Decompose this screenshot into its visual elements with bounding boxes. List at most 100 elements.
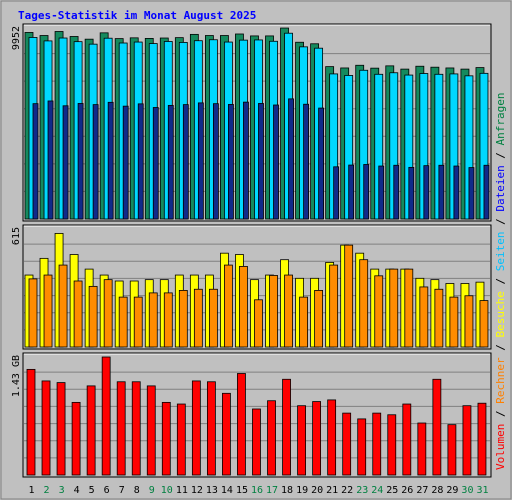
- bar-volumen-day-30: [462, 405, 472, 476]
- x-tick-label-day-9: 9: [149, 485, 155, 496]
- bar-dateien-day-27: [423, 165, 430, 220]
- legend-separator: /: [494, 404, 507, 424]
- x-tick-label-day-25: 25: [386, 485, 398, 496]
- x-tick-label-day-26: 26: [401, 485, 413, 496]
- legend-separator: /: [494, 212, 507, 232]
- bar-rechner-day-27: [419, 286, 429, 348]
- bar-volumen-day-4: [71, 401, 81, 476]
- bar-volumen-day-18: [282, 378, 291, 476]
- bar-rechner-day-12: [193, 288, 203, 348]
- bar-dateien-day-15: [243, 101, 249, 220]
- bar-volumen-day-19: [297, 405, 306, 476]
- bar-rechner-day-6: [103, 279, 113, 348]
- x-tick-label-day-22: 22: [341, 485, 353, 496]
- x-tick-label-day-17: 17: [266, 485, 278, 496]
- chart-legend: Volumen / Rechner / Besuche / Seiten / D…: [494, 92, 507, 470]
- requests-pages-files-panel: 9952: [11, 23, 492, 222]
- legend-item-dateien: Dateien: [494, 165, 507, 211]
- bar-volumen-day-14: [222, 392, 231, 476]
- bar-rechner-day-18: [284, 274, 293, 348]
- bar-rechner-day-15: [239, 266, 248, 348]
- bar-rechner-day-13: [208, 288, 218, 348]
- bar-dateien-day-3: [62, 105, 69, 220]
- legend-separator: /: [494, 338, 507, 358]
- bar-rechner-day-7: [118, 296, 128, 348]
- x-tick-label-day-4: 4: [74, 485, 80, 496]
- bar-rechner-day-17: [269, 275, 278, 348]
- x-tick-label-day-20: 20: [311, 485, 323, 496]
- bar-rechner-day-11: [178, 289, 188, 348]
- bar-dateien-day-17: [273, 104, 279, 220]
- bar-volumen-day-5: [86, 385, 96, 476]
- x-tick-label-day-16: 16: [251, 485, 263, 496]
- bar-rechner-day-8: [133, 296, 143, 348]
- bar-volumen-day-6: [101, 356, 111, 476]
- bar-rechner-day-28: [434, 288, 444, 348]
- bar-dateien-day-4: [77, 103, 84, 220]
- bar-volumen-day-17: [267, 400, 276, 476]
- x-tick-label-day-2: 2: [44, 485, 50, 496]
- bar-dateien-day-20: [318, 107, 325, 220]
- bar-volumen-day-9: [146, 385, 156, 476]
- bar-dateien-day-31: [483, 164, 490, 220]
- bar-volumen-day-21: [327, 399, 337, 476]
- y-axis-max-label: 9952: [11, 26, 22, 50]
- bar-volumen-day-22: [342, 412, 352, 476]
- x-tick-label-day-29: 29: [446, 485, 458, 496]
- bar-dateien-day-1: [32, 103, 39, 220]
- x-tick-label-day-24: 24: [371, 485, 383, 496]
- bar-dateien-day-28: [438, 164, 445, 220]
- bar-rechner-day-21: [329, 264, 339, 348]
- bar-volumen-day-2: [41, 380, 51, 476]
- legend-item-seiten: Seiten: [494, 232, 507, 272]
- bar-volumen-day-27: [417, 422, 427, 476]
- bar-rechner-day-14: [224, 264, 233, 348]
- x-tick-label-day-13: 13: [206, 485, 218, 496]
- bar-volumen-day-12: [191, 380, 201, 476]
- bar-dateien-day-10: [167, 104, 174, 220]
- bar-rechner-day-9: [148, 292, 158, 348]
- x-tick-label-day-5: 5: [89, 485, 95, 496]
- x-tick-label-day-1: 1: [29, 485, 35, 496]
- legend-item-anfragen: Anfragen: [494, 92, 507, 145]
- bar-rechner-day-30: [464, 295, 474, 348]
- y-axis-max-label: 1.43 GB: [11, 355, 22, 397]
- bar-rechner-day-19: [299, 296, 308, 348]
- bar-rechner-day-23: [359, 259, 369, 348]
- legend-item-volumen: Volumen: [494, 424, 507, 470]
- bar-rechner-day-10: [163, 292, 173, 348]
- bar-volumen-day-20: [312, 401, 322, 476]
- x-tick-label-day-10: 10: [161, 485, 173, 496]
- bar-rechner-day-29: [449, 296, 459, 348]
- x-tick-label-day-23: 23: [356, 485, 368, 496]
- bar-volumen-day-1: [26, 368, 36, 476]
- legend-item-rechner: Rechner: [494, 357, 507, 404]
- x-tick-label-day-31: 31: [476, 485, 488, 496]
- x-tick-label-day-28: 28: [431, 485, 443, 496]
- bar-dateien-day-5: [92, 104, 99, 220]
- x-tick-label-day-11: 11: [176, 485, 188, 496]
- bar-rechner-day-24: [374, 275, 384, 348]
- x-tick-label-day-12: 12: [191, 485, 203, 496]
- x-tick-label-day-6: 6: [104, 485, 110, 496]
- bar-dateien-day-7: [122, 105, 129, 220]
- bar-dateien-day-22: [348, 164, 355, 220]
- legend-separator: /: [494, 145, 507, 165]
- bar-volumen-day-7: [116, 381, 126, 476]
- bar-volumen-day-11: [176, 403, 186, 476]
- bar-dateien-day-14: [228, 104, 234, 220]
- bar-dateien-day-18: [288, 98, 294, 220]
- bar-volumen-day-26: [402, 403, 412, 476]
- legend-text: Volumen / Rechner / Besuche / Seiten / D…: [494, 92, 507, 470]
- bar-dateien-day-29: [453, 165, 460, 220]
- chart-title: Tages-Statistik im Monat August 2025: [18, 9, 256, 22]
- x-tick-label-day-7: 7: [119, 485, 125, 496]
- x-axis-day-labels: 1 2 3 4 5 6 7 8 9 10 11 12 13 14 15 16 17 18 19 20 21 22 23 24 2…: [29, 485, 489, 496]
- x-tick-label-day-8: 8: [134, 485, 140, 496]
- x-tick-label-day-30: 30: [461, 485, 473, 496]
- bar-dateien-day-21: [333, 166, 340, 220]
- bar-dateien-day-30: [468, 167, 475, 220]
